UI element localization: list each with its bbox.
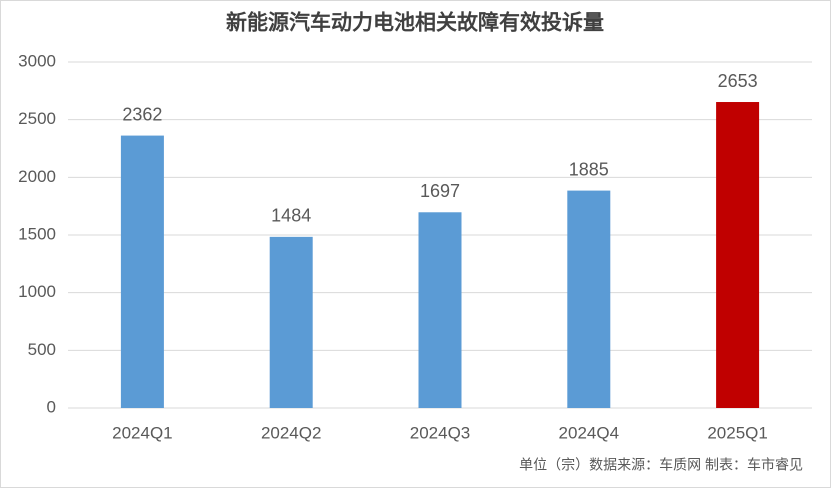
y-tick-label: 2000	[18, 167, 56, 186]
y-tick-label: 3000	[18, 51, 56, 70]
data-label: 1697	[420, 181, 460, 201]
x-tick-label: 2024Q4	[559, 423, 620, 442]
source-note: 单位（宗）数据来源：车质网 制表：车市睿见	[519, 457, 803, 473]
data-label: 1885	[569, 159, 609, 179]
x-tick-label: 2025Q1	[707, 423, 768, 442]
bar	[269, 236, 313, 408]
y-tick-label: 2500	[18, 109, 56, 128]
data-label: 1484	[271, 206, 311, 226]
y-tick-label: 1000	[18, 282, 56, 301]
bar	[418, 212, 462, 408]
bar	[716, 102, 760, 409]
y-tick-label: 1500	[18, 224, 56, 243]
x-tick-label: 2024Q1	[112, 423, 173, 442]
data-label: 2653	[718, 71, 758, 91]
bar	[120, 135, 164, 408]
x-tick-label: 2024Q3	[410, 423, 471, 442]
y-tick-label: 500	[28, 340, 56, 359]
bar	[567, 190, 611, 408]
data-label: 2362	[122, 104, 162, 124]
chart-title: 新能源汽车动力电池相关故障有效投诉量	[226, 11, 604, 35]
y-tick-label: 0	[47, 397, 56, 416]
x-tick-label: 2024Q2	[261, 423, 322, 442]
